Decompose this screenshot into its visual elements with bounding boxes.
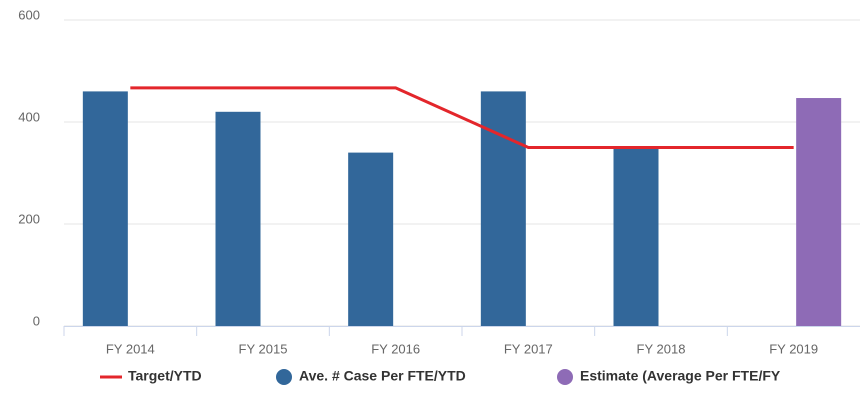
legend-label: Estimate (Average Per FTE/FY [580,368,781,384]
x-tick-label: FY 2019 [769,341,818,356]
legend-symbol [276,369,292,385]
y-tick-label: 600 [18,7,40,22]
legend-label: Target/YTD [128,368,202,384]
y-tick-label: 400 [18,109,40,124]
x-tick-label: FY 2016 [371,341,420,356]
x-tick-label: FY 2014 [106,341,155,356]
bar [348,152,394,326]
x-tick-label: FY 2017 [504,341,553,356]
legend-label: Ave. # Case Per FTE/YTD [299,368,466,384]
bar [613,147,659,326]
y-tick-label: 0 [33,313,40,328]
x-tick-label: FY 2015 [239,341,288,356]
bar [82,91,128,327]
bar [480,91,526,327]
bar [215,111,261,326]
bar [796,98,842,326]
line [130,86,794,149]
legend-symbol [557,369,573,385]
x-tick-label: FY 2018 [637,341,686,356]
y-tick-label: 200 [18,211,40,226]
